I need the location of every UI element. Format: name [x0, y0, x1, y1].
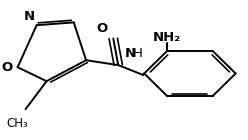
Text: H: H [133, 47, 143, 60]
Text: O: O [1, 61, 13, 74]
Text: N: N [24, 10, 35, 23]
Text: NH₂: NH₂ [153, 31, 181, 44]
Text: O: O [96, 22, 108, 35]
Text: CH₃: CH₃ [6, 117, 28, 130]
Text: N: N [124, 47, 136, 60]
